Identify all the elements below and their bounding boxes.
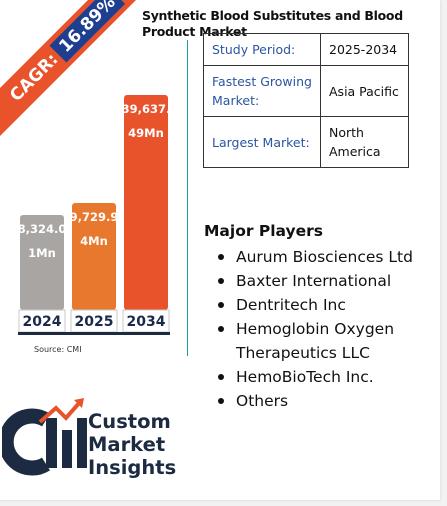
logo-arrow-head bbox=[74, 398, 84, 408]
list-item: Others bbox=[218, 389, 440, 413]
table-row: Study Period: 2025-2034 bbox=[203, 33, 409, 66]
list-item: Baxter International bbox=[218, 269, 440, 293]
vertical-divider bbox=[187, 40, 188, 356]
logo-text: Custom Market Insights bbox=[88, 410, 176, 479]
info-key: Study Period: bbox=[203, 33, 321, 66]
table-row: Largest Market: North America bbox=[203, 116, 409, 168]
bar-2024 bbox=[20, 215, 64, 310]
table-row: Fastest Growing Market: Asia Pacific bbox=[203, 65, 409, 117]
x-tick-label: 2024 bbox=[23, 314, 62, 330]
bar-value-label: 4Mn bbox=[80, 234, 108, 248]
bar-value-label: 9,729.9 bbox=[70, 210, 119, 224]
players-heading: Major Players bbox=[204, 222, 324, 240]
logo-arrow bbox=[38, 400, 82, 424]
x-tick-label: 2034 bbox=[127, 314, 166, 330]
logo-line-3: Insights bbox=[88, 456, 177, 479]
bar-value-label: 39,637. bbox=[122, 102, 171, 116]
bar-2034 bbox=[124, 95, 168, 310]
info-value: North America bbox=[320, 116, 409, 168]
logo-bar bbox=[77, 418, 87, 468]
bar-value-label: 49Mn bbox=[128, 126, 164, 140]
list-item: HemoBioTech Inc. bbox=[218, 365, 440, 389]
info-value: Asia Pacific bbox=[320, 65, 409, 117]
list-item: Hemoglobin Oxygen Therapeutics LLC bbox=[218, 317, 440, 365]
bar-2025 bbox=[72, 202, 116, 310]
logo-line-1: Custom bbox=[88, 410, 171, 433]
info-key: Largest Market: bbox=[203, 116, 321, 168]
x-tick-label: 2025 bbox=[75, 314, 114, 330]
infographic-card: CAGR: 16.89% Synthetic Blood Substitutes… bbox=[0, 0, 440, 500]
source-note: Source: CMI bbox=[34, 345, 82, 354]
players-list: Aurum Biosciences Ltd Baxter Internation… bbox=[204, 245, 440, 413]
chart-baseline bbox=[18, 332, 170, 335]
logo-line-2: Market bbox=[88, 433, 166, 456]
logo-bar bbox=[62, 430, 72, 468]
info-table: Study Period: 2025-2034 Fastest Growing … bbox=[203, 33, 409, 168]
info-key: Fastest Growing Market: bbox=[203, 65, 321, 117]
bar-chart: 8,324.0 1Mn 2024 9,729.9 4Mn 2025 39,637. 49Mn 2… bbox=[18, 95, 171, 335]
bar-value-label: 1Mn bbox=[28, 246, 56, 260]
bar-value-label: 8,324.0 bbox=[18, 222, 67, 236]
logo-c-shape bbox=[2, 408, 50, 476]
list-item: Dentritech Inc bbox=[218, 293, 440, 317]
cmi-logo-mark bbox=[2, 398, 87, 476]
logo-bar bbox=[46, 418, 57, 468]
info-value: 2025-2034 bbox=[320, 33, 409, 66]
list-item: Aurum Biosciences Ltd bbox=[218, 245, 440, 269]
